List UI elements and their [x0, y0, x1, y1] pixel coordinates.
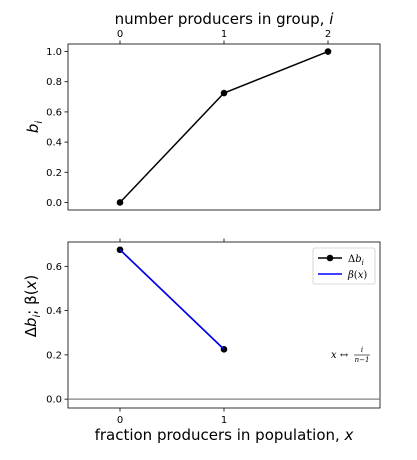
- x-tick-label: 0: [117, 415, 123, 426]
- y-tick-label: 0.0: [46, 395, 62, 406]
- top-panel: 0 1 2 0.0 0.2 0.4 0.6 0.8 1.0 number producers …: [24, 10, 381, 211]
- y-tick-label: 0.0: [46, 198, 62, 209]
- annotation-denominator: n−1: [355, 356, 370, 364]
- x-tick-label: 1: [221, 415, 227, 426]
- top-y-axis-label: bi: [24, 121, 45, 134]
- annotation-numerator: i: [361, 346, 363, 354]
- y-tick-label: 0.2: [46, 168, 62, 179]
- bottom-x-axis-label: fraction producers in population, x: [95, 426, 354, 444]
- legend-delta-b-marker: [326, 254, 334, 262]
- y-tick-label: 0.6: [46, 262, 62, 273]
- legend-beta-label: β(x): [347, 270, 367, 281]
- top-x-axis-label: number producers in group, i: [115, 10, 335, 28]
- top-series: [116, 48, 332, 206]
- legend-delta-b-label: Δbi: [348, 254, 364, 267]
- y-tick-label: 0.2: [46, 350, 62, 361]
- y-tick-label: 0.4: [46, 138, 62, 149]
- y-tick-label: 0.6: [46, 107, 62, 118]
- data-point: [220, 89, 228, 97]
- data-point: [116, 199, 124, 206]
- annotation-x-mapping: x ↔ i n−1: [331, 346, 370, 364]
- y-tick-label: 0.4: [46, 306, 62, 317]
- y-tick-label: 0.8: [46, 77, 62, 88]
- y-tick-label: 1.0: [46, 47, 62, 58]
- annotation-lhs: x ↔: [331, 350, 349, 361]
- bottom-y-ticks: 0.0 0.2 0.4 0.6: [46, 262, 68, 406]
- data-point: [324, 48, 332, 55]
- series-line-0: [119, 50, 329, 203]
- top-x-ticks: 0 1 2: [117, 29, 331, 44]
- top-y-ticks: 0.0 0.2 0.4 0.6 0.8 1.0: [46, 47, 68, 209]
- bottom-y-axis-label: Δbi; β(x): [22, 275, 43, 338]
- x-tick-label: 1: [221, 29, 227, 40]
- bottom-series: [116, 246, 228, 353]
- x-tick-label: 2: [325, 29, 331, 40]
- legend: Δbi β(x): [312, 247, 376, 285]
- top-plot-frame: [67, 43, 381, 211]
- x-tick-label: 0: [117, 29, 123, 40]
- series-line-1: [119, 249, 225, 350]
